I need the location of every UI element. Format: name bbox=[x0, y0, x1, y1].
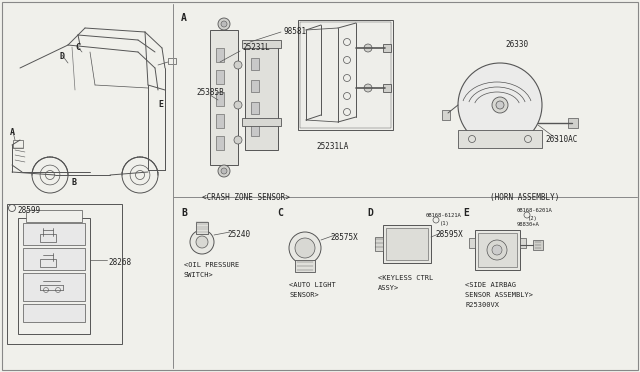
Circle shape bbox=[234, 136, 242, 144]
Bar bbox=[216, 92, 224, 106]
Text: 28268: 28268 bbox=[108, 258, 131, 267]
Circle shape bbox=[496, 101, 504, 109]
Bar bbox=[383, 84, 391, 92]
Bar bbox=[26, 210, 82, 222]
Text: <KEYLESS CTRL: <KEYLESS CTRL bbox=[378, 275, 433, 281]
Text: <CRASH ZONE SENSOR>: <CRASH ZONE SENSOR> bbox=[202, 193, 290, 202]
Text: <SIDE AIRBAG: <SIDE AIRBAG bbox=[465, 282, 516, 288]
Bar bbox=[216, 136, 224, 150]
Circle shape bbox=[218, 18, 230, 30]
Bar bbox=[386, 228, 428, 260]
Text: C: C bbox=[75, 43, 80, 52]
Bar bbox=[216, 114, 224, 128]
Text: 0B168-6201A: 0B168-6201A bbox=[517, 208, 553, 213]
Bar bbox=[23, 248, 85, 270]
Text: B: B bbox=[181, 208, 187, 218]
Bar bbox=[168, 58, 176, 64]
Bar bbox=[245, 45, 278, 150]
Bar bbox=[216, 48, 224, 62]
Text: B: B bbox=[72, 178, 77, 187]
Bar bbox=[251, 102, 259, 114]
Bar bbox=[23, 304, 85, 322]
Circle shape bbox=[289, 232, 321, 264]
Text: 25240: 25240 bbox=[227, 230, 250, 239]
Bar bbox=[295, 260, 315, 272]
Text: 26330: 26330 bbox=[505, 40, 528, 49]
Text: (1): (1) bbox=[440, 221, 450, 226]
Text: 28575X: 28575X bbox=[330, 233, 358, 242]
Bar bbox=[300, 22, 391, 128]
Bar bbox=[40, 234, 56, 242]
Text: E: E bbox=[463, 208, 469, 218]
Circle shape bbox=[487, 240, 507, 260]
Bar bbox=[375, 237, 383, 251]
Bar bbox=[18, 218, 90, 334]
Circle shape bbox=[221, 21, 227, 27]
Bar bbox=[242, 118, 281, 126]
Text: <AUTO LIGHT: <AUTO LIGHT bbox=[289, 282, 336, 288]
Text: (HORN ASSEMBLY): (HORN ASSEMBLY) bbox=[490, 193, 559, 202]
Bar bbox=[458, 130, 542, 148]
Bar bbox=[23, 223, 85, 245]
Bar bbox=[533, 240, 543, 250]
Bar bbox=[520, 238, 526, 248]
Text: SENSOR>: SENSOR> bbox=[289, 292, 319, 298]
Text: C: C bbox=[277, 208, 283, 218]
Bar bbox=[216, 70, 224, 84]
Bar bbox=[7, 204, 122, 344]
Circle shape bbox=[234, 61, 242, 69]
Text: 25231L: 25231L bbox=[242, 43, 269, 52]
Text: 98581: 98581 bbox=[283, 27, 306, 36]
Bar bbox=[251, 58, 259, 70]
Circle shape bbox=[196, 236, 208, 248]
Bar bbox=[475, 230, 520, 270]
Text: R25300VX: R25300VX bbox=[465, 302, 499, 308]
Text: 25385B: 25385B bbox=[196, 88, 224, 97]
Text: 0B168-6121A: 0B168-6121A bbox=[426, 213, 461, 218]
Circle shape bbox=[364, 44, 372, 52]
Bar bbox=[478, 233, 517, 267]
Bar bbox=[210, 30, 238, 165]
Bar bbox=[383, 44, 391, 52]
Circle shape bbox=[492, 97, 508, 113]
Bar bbox=[13, 140, 23, 148]
Text: E: E bbox=[158, 100, 163, 109]
Bar bbox=[242, 40, 281, 48]
Bar bbox=[196, 222, 208, 234]
Circle shape bbox=[218, 165, 230, 177]
Text: 28595X: 28595X bbox=[435, 230, 463, 239]
Circle shape bbox=[295, 238, 315, 258]
Circle shape bbox=[234, 101, 242, 109]
Circle shape bbox=[190, 230, 214, 254]
Circle shape bbox=[364, 84, 372, 92]
Text: 26310AC: 26310AC bbox=[545, 135, 577, 144]
Bar bbox=[23, 273, 85, 301]
Bar bbox=[298, 20, 393, 130]
Text: SWITCH>: SWITCH> bbox=[184, 272, 214, 278]
Text: A: A bbox=[10, 128, 15, 137]
Text: 25231LA: 25231LA bbox=[316, 142, 348, 151]
Text: D: D bbox=[60, 52, 65, 61]
Text: D: D bbox=[367, 208, 373, 218]
Text: A: A bbox=[181, 13, 187, 23]
Text: 28599: 28599 bbox=[17, 206, 40, 215]
Text: SENSOR ASSEMBLY>: SENSOR ASSEMBLY> bbox=[465, 292, 533, 298]
Bar bbox=[469, 238, 475, 248]
Bar bbox=[251, 80, 259, 92]
Bar bbox=[568, 118, 578, 128]
Text: <OIL PRESSURE: <OIL PRESSURE bbox=[184, 262, 239, 268]
Bar bbox=[40, 259, 56, 267]
Bar bbox=[442, 110, 450, 120]
Circle shape bbox=[458, 63, 542, 147]
Circle shape bbox=[492, 245, 502, 255]
Bar bbox=[251, 124, 259, 136]
Bar bbox=[383, 225, 431, 263]
Circle shape bbox=[221, 168, 227, 174]
Text: (2): (2) bbox=[528, 216, 538, 221]
Text: 98830+A: 98830+A bbox=[517, 222, 540, 227]
Text: ASSY>: ASSY> bbox=[378, 285, 399, 291]
